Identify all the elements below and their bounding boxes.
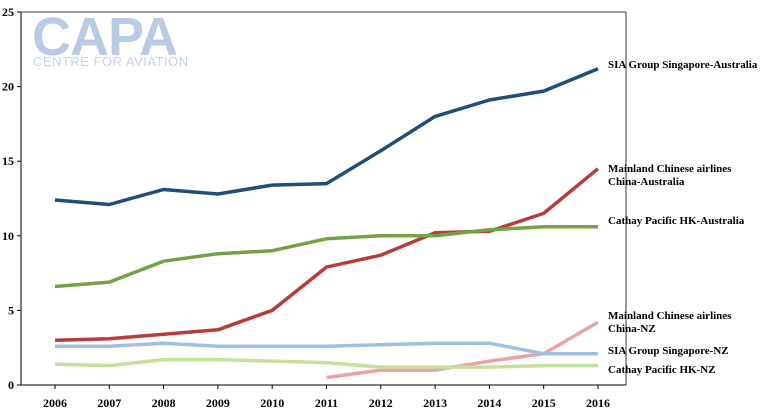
- x-tick-label: 2007: [97, 396, 121, 410]
- x-tick-label: 2012: [369, 396, 393, 410]
- y-tick-label: 5: [8, 303, 14, 317]
- series-label: SIA Group Singapore-Australia: [608, 59, 758, 71]
- x-tick-label: 2011: [315, 396, 338, 410]
- x-tick-label: 2006: [43, 396, 67, 410]
- series-label: Cathay Pacific HK-NZ: [608, 364, 716, 376]
- y-tick-label: 20: [2, 80, 14, 94]
- x-tick-label: 2013: [423, 396, 447, 410]
- logo-main-text: CAPA: [32, 7, 177, 67]
- series-label: Mainland Chinese airlines: [608, 310, 732, 322]
- capa-logo: CAPA CENTRE FOR AVIATION: [32, 7, 189, 69]
- x-tick-label: 2016: [586, 396, 610, 410]
- y-tick-label: 10: [2, 229, 14, 243]
- x-tick-label: 2008: [152, 396, 176, 410]
- series-label: China-Australia: [608, 176, 685, 188]
- series-label: China-NZ: [608, 323, 656, 335]
- series-lines: [54, 67, 600, 380]
- logo-sub-text: CENTRE FOR AVIATION: [33, 54, 189, 69]
- series-line: [326, 320, 599, 380]
- y-tick-label: 0: [8, 378, 14, 392]
- series-line: [54, 225, 598, 289]
- series-line: [55, 341, 598, 356]
- series-label: SIA Group Singapore-NZ: [608, 345, 729, 357]
- x-tick-label: 2014: [477, 396, 501, 410]
- series-label: Mainland Chinese airlines: [608, 163, 732, 175]
- series-line: [54, 167, 600, 342]
- series-line: [54, 67, 599, 207]
- x-tick-label: 2010: [260, 396, 284, 410]
- series-line: [54, 357, 598, 369]
- axes: 0 5 10 15 20 25 2006 2007 2008 2009 2010 2011 2012 20…: [2, 5, 627, 410]
- x-tick-label: 2015: [532, 396, 556, 410]
- y-tick-label: 15: [2, 154, 14, 168]
- series-label: Cathay Pacific HK-Australia: [608, 215, 745, 227]
- x-tick-label: 2009: [206, 396, 230, 410]
- series-labels: SIA Group Singapore-Australia Mainland Ch…: [608, 59, 758, 376]
- y-tick-label: 25: [2, 5, 14, 19]
